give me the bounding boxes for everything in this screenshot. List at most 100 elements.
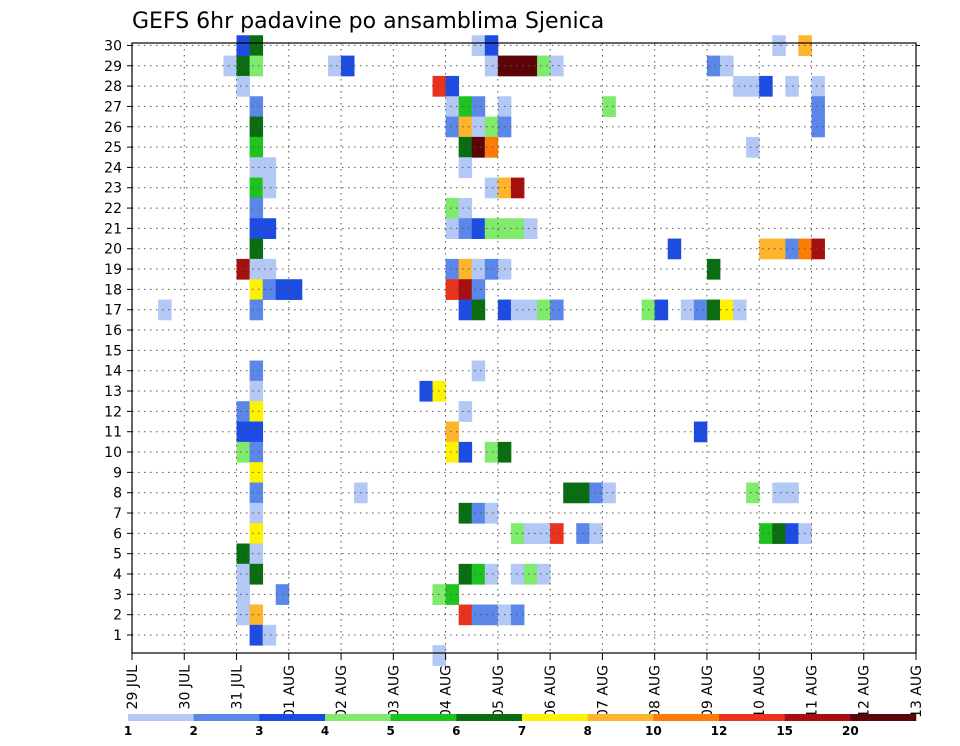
heatmap-cell	[262, 218, 277, 239]
heatmap-cell	[471, 299, 486, 321]
x-tick-label: 13 AUG	[909, 665, 925, 718]
heatmap-cell	[249, 116, 264, 138]
heatmap-cell	[158, 299, 172, 321]
heatmap-cell	[680, 299, 695, 321]
heatmap-cell	[458, 157, 473, 178]
heatmap-cell	[484, 218, 499, 239]
x-tick-label: 05 AUG	[491, 665, 507, 718]
heatmap-cell	[249, 523, 264, 544]
plot-frame	[131, 42, 917, 654]
colorbar-segment	[653, 714, 720, 721]
heatmap-cell	[471, 604, 486, 626]
y-tick-label: 5	[113, 547, 122, 563]
heatmap-cell	[341, 55, 355, 77]
colorbar-label: 2	[189, 724, 197, 738]
heatmap-cell	[746, 136, 760, 158]
y-tick-label: 21	[104, 221, 122, 237]
colorbar-segment	[128, 714, 194, 721]
heatmap-cell	[458, 563, 473, 585]
heatmap-cell	[471, 258, 486, 280]
colorbar-label: 10	[645, 724, 662, 738]
heatmap-cell	[262, 157, 277, 178]
heatmap-cell	[550, 55, 564, 77]
heatmap-cell	[759, 75, 773, 97]
heatmap-cell	[484, 502, 499, 524]
heatmap-cell	[510, 604, 525, 626]
heatmap-cell	[458, 502, 473, 524]
y-tick-label: 27	[104, 99, 122, 115]
y-tick-label: 4	[113, 567, 122, 583]
heatmap-cell	[484, 604, 499, 626]
heatmap-cell	[589, 523, 603, 544]
heatmap-cell	[471, 116, 486, 138]
heatmap-cell	[471, 96, 486, 117]
heatmap-cell	[288, 279, 303, 300]
heatmap-cell	[537, 55, 551, 77]
heatmap-cell	[811, 75, 825, 97]
colorbar-segment	[587, 714, 654, 721]
heatmap-cell	[249, 441, 264, 463]
heatmap-cell	[524, 55, 538, 77]
heatmap-cell	[236, 401, 250, 422]
heatmap-cell	[249, 401, 264, 422]
heatmap-cell	[471, 360, 486, 382]
heatmap-cell	[484, 441, 499, 463]
heatmap-cell	[432, 645, 446, 666]
heatmap-cell	[537, 563, 551, 585]
x-tick-label: 03 AUG	[386, 665, 402, 718]
colorbar-label: 1	[124, 724, 132, 738]
heatmap-cell	[236, 543, 250, 565]
heatmap-cell	[484, 116, 499, 138]
heatmap-cell	[602, 96, 616, 117]
heatmap-cell	[236, 55, 250, 77]
heatmap-cell	[445, 96, 460, 117]
colorbar-label: 15	[776, 724, 793, 738]
heatmap-cell	[524, 563, 538, 585]
heatmap-cell	[471, 563, 486, 585]
heatmap-cell	[458, 604, 473, 626]
heatmap-cell	[471, 35, 486, 56]
heatmap-cell	[667, 238, 682, 260]
colorbar-segment	[390, 714, 457, 721]
y-tick-label: 22	[104, 201, 122, 217]
heatmap-cell	[589, 482, 603, 504]
colorbar-segment	[719, 714, 785, 721]
heatmap-cell	[746, 482, 760, 504]
heatmap-cell	[510, 299, 525, 321]
colorbar-label: 4	[321, 724, 329, 738]
colorbar-label: 12	[711, 724, 728, 738]
heatmap-cell	[602, 482, 616, 504]
heatmap-cell	[249, 421, 264, 443]
heatmap-cell	[249, 380, 264, 402]
x-tick-label: 30 JUL	[177, 665, 193, 710]
heatmap-cell	[537, 299, 551, 321]
heatmap-cell	[445, 116, 460, 138]
heatmap-cell	[693, 421, 708, 443]
heatmap-cell	[772, 482, 786, 504]
heatmap-cell	[445, 197, 460, 219]
heatmap-cell	[249, 502, 264, 524]
heatmap-cell	[445, 75, 460, 97]
heatmap-cell	[262, 177, 277, 199]
heatmap-cell	[236, 441, 250, 463]
heatmap-cell	[458, 401, 473, 422]
y-tick-label: 17	[104, 303, 122, 319]
heatmap-cell	[445, 421, 460, 443]
y-tick-label: 8	[113, 486, 122, 502]
heatmap-cell	[484, 177, 499, 199]
heatmap-cell	[249, 136, 264, 158]
heatmap-cell	[471, 279, 486, 300]
y-tick-label: 13	[104, 384, 122, 400]
y-tick-label: 24	[104, 160, 122, 176]
heatmap-cell	[249, 563, 264, 585]
y-tick-label: 25	[104, 140, 122, 156]
heatmap-cell	[249, 258, 264, 280]
heatmap-cell	[236, 604, 250, 626]
heatmap-cell	[445, 441, 460, 463]
heatmap-cell	[445, 258, 460, 280]
heatmap-cell	[484, 136, 499, 158]
heatmap-cell	[484, 258, 499, 280]
heatmap-cell	[236, 75, 250, 97]
